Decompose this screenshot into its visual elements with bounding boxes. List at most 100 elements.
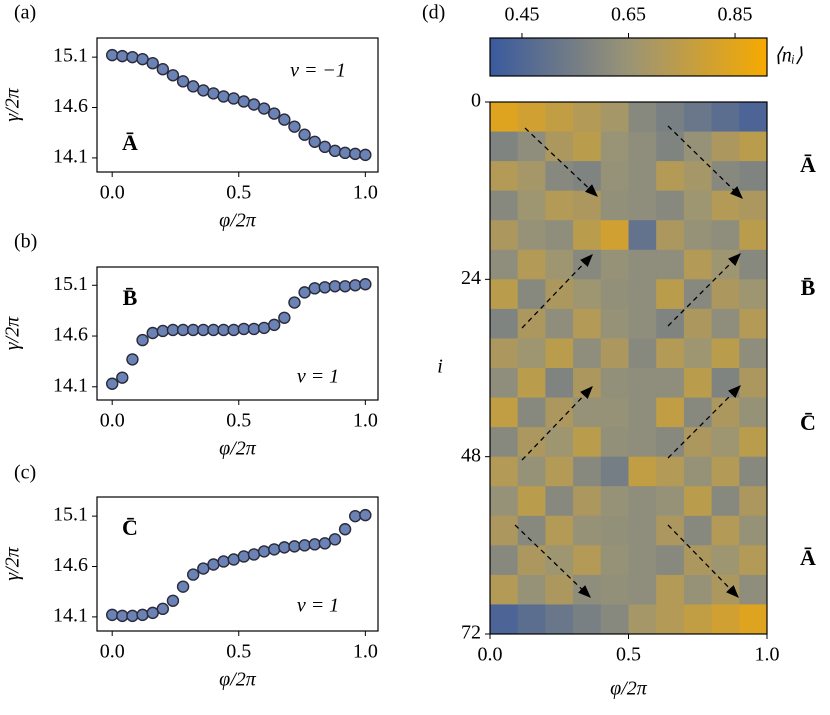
point [318,537,332,550]
point [105,377,119,390]
point [318,281,332,294]
point [166,323,180,337]
heatmap-cell [490,249,519,280]
point [268,107,281,120]
point [116,49,129,63]
x-tick-label: 0.5 [616,644,641,666]
heatmap-cell [683,161,713,192]
heatmap-cell [517,427,546,458]
point [328,144,342,158]
point [308,282,321,295]
heatmap-cell [490,486,519,517]
y-tick-label: 0 [471,90,481,112]
point [186,323,200,337]
heatmap-cell [517,397,546,428]
heatmap-cell [656,131,685,162]
heatmap-cell [545,249,574,280]
heatmap-cell [711,220,740,251]
heatmap-cell [683,368,713,399]
heatmap-cell [600,456,629,487]
heatmap-cell [490,604,519,635]
heatmap-cell [600,308,629,339]
heatmap-cell [545,161,574,192]
heatmap-cell [600,190,629,221]
heatmap-cell [600,249,629,280]
point [186,80,200,93]
heatmap-cell [711,427,740,458]
point [318,140,332,154]
y-axis-label: i [437,356,443,378]
heatmap-cell [739,338,768,369]
state-label: B̄ [801,275,816,300]
arrow [521,386,593,461]
axes-frame [96,266,379,401]
point [197,323,210,337]
arrow [521,254,593,329]
heatmap-cell [600,515,629,546]
heatmap-cell [711,190,740,221]
point [207,323,220,337]
point [176,75,190,88]
heatmap-cell [628,574,657,605]
point [156,63,170,76]
point [359,278,372,291]
point [257,545,271,558]
heatmap-cell [573,102,602,133]
heatmap-cell [517,102,546,133]
heatmap-cell [711,279,740,310]
heatmap-cell [739,190,768,221]
heatmap-cell [573,545,602,576]
state-label: B̄ [123,285,138,310]
point [116,609,129,623]
state-label: C̄ [800,410,816,435]
heatmap-cell [573,515,602,546]
heatmap-cell [517,574,546,605]
point [136,608,149,622]
point [146,606,159,620]
heatmap-cell [739,604,768,635]
x-tick-label: 1.0 [353,410,378,432]
heatmap-cell [490,427,519,458]
point [146,56,159,70]
point [156,602,170,616]
point [126,353,139,366]
point [126,609,139,623]
heatmap-cell [600,338,629,369]
heatmap-cell [683,131,713,162]
heatmap-cell [739,102,768,133]
heatmap-cell [517,308,546,339]
point [166,594,180,607]
heatmap-cell [711,102,740,133]
heatmap-cell [517,515,546,546]
point [338,146,352,160]
heatmap-cell [628,220,657,251]
heatmap-cell [545,545,574,576]
heatmap-cell [628,190,657,221]
heatmap-cell [656,604,685,635]
point [278,113,291,126]
point [207,87,220,100]
y-axis-label: γ/2π [2,87,24,121]
heatmap-cell [628,131,657,162]
arrows [514,125,743,598]
heatmap-cell [656,515,685,546]
heatmap-cell [490,102,519,133]
colorbar-tick-label: 0.85 [718,4,753,26]
heatmap-cell [628,308,657,339]
heatmap-cell [739,486,768,517]
heatmap-cell [628,515,657,546]
heatmap-cell [545,279,574,310]
point [338,523,352,536]
x-tick-label: 0.0 [100,641,125,663]
y-axis-label: γ/2π [2,546,24,580]
heatmap-cell [628,338,657,369]
y-tick-label: 15.1 [53,504,88,526]
y-tick-label: 15.1 [53,273,88,295]
heatmap-cell [600,102,629,133]
x-tick-label: 0.0 [478,644,503,666]
point [268,318,281,332]
heatmap-cell [711,456,740,487]
point [288,120,301,133]
heatmap-cell [711,249,740,280]
point [156,324,170,338]
